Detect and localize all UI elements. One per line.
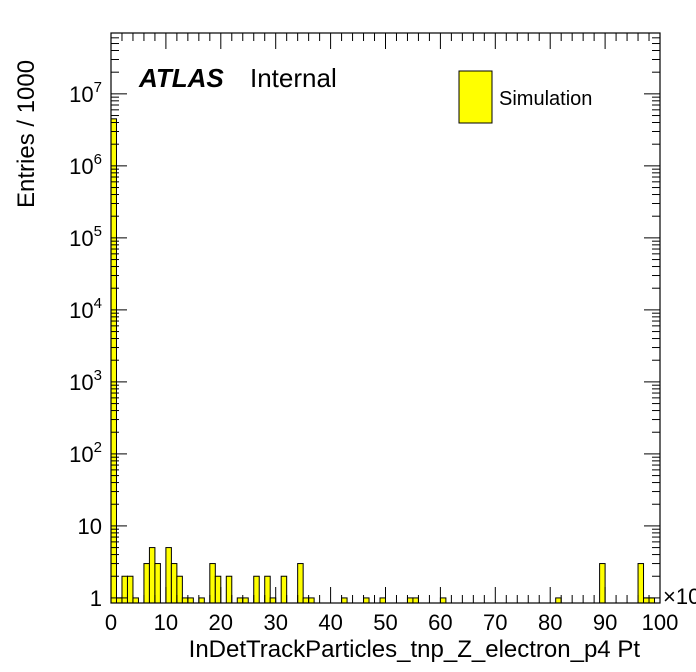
atlas-label: ATLAS [138,63,224,93]
histogram-bar [280,575,288,604]
histogram-bar [176,575,183,604]
x-tick-label: 70 [483,610,507,635]
x-tick-label: 30 [263,610,287,635]
histogram-bar [302,597,310,604]
histogram-bar [242,597,249,604]
histogram-bar [214,575,222,604]
x-tick-label: 90 [593,610,617,635]
histogram-bar [599,563,606,604]
legend-swatch-simulation [458,70,493,124]
x-multiplier-label: ×10³ [663,584,696,609]
histogram-bar [341,597,348,604]
histogram-bar [269,597,277,604]
x-tick-label: 40 [318,610,342,635]
histogram-bar [181,597,189,604]
x-tick-label: 10 [154,610,178,635]
x-tick-label: 100 [642,610,679,635]
histogram-bar [637,563,645,604]
internal-label: Internal [250,63,337,93]
x-axis-title: InDetTrackParticles_tnp_Z_electron_p4 Pt [189,636,641,663]
x-tick-label: 60 [428,610,452,635]
x-tick-label: 50 [373,610,397,635]
plot-frame [110,32,661,604]
y-tick-label: 10 [78,514,102,539]
histogram-bar [115,597,123,604]
histogram-bars [110,118,656,604]
histogram-bar [236,597,244,604]
histogram-bar [253,575,260,604]
histogram-bar [643,597,650,604]
legend-label-simulation: Simulation [499,88,592,110]
histogram-bar [148,547,156,604]
x-tick-label: 20 [209,610,233,635]
histogram-bar [363,597,370,604]
y-axis-title: Entries / 1000 [13,60,40,208]
histogram-bar [406,597,414,604]
y-tick-label: 1 [90,586,102,611]
histogram-bar [165,547,172,604]
histogram-bar [555,597,562,604]
histogram-bar [648,597,656,604]
y-tick-label: 104 [69,295,102,323]
histogram-bar [264,575,271,604]
histogram-bar [110,118,117,604]
y-tick-label: 103 [69,367,102,395]
y-tick-label: 105 [69,223,102,251]
histogram-bar [132,597,139,604]
histogram-bar [439,597,447,604]
histogram-bar [121,575,128,604]
x-tick-labels: 0 10 20 30 40 50 60 70 80 90 100 [105,610,678,635]
histogram-bar [379,597,387,604]
y-tick-label: 107 [69,79,102,107]
y-tick-label: 106 [69,151,102,179]
histogram-bar [225,575,233,604]
histogram-bar [209,563,216,604]
histogram-bar [154,563,161,604]
x-tick-label: 0 [105,610,117,635]
histogram-bar [187,597,194,604]
histogram-bar [297,563,304,604]
y-tick-labels: 1 10 102 103 104 105 106 107 [69,79,102,611]
histogram-bar [126,575,134,604]
histogram-bar [412,597,419,604]
histogram-bar [170,563,178,604]
y-tick-label: 102 [69,439,102,467]
legend: Simulation [458,70,592,124]
histogram-bar [198,597,205,604]
histogram-bar [308,597,315,604]
axis-ticks [110,32,661,603]
histogram-bar [143,563,150,604]
x-tick-label: 80 [538,610,562,635]
